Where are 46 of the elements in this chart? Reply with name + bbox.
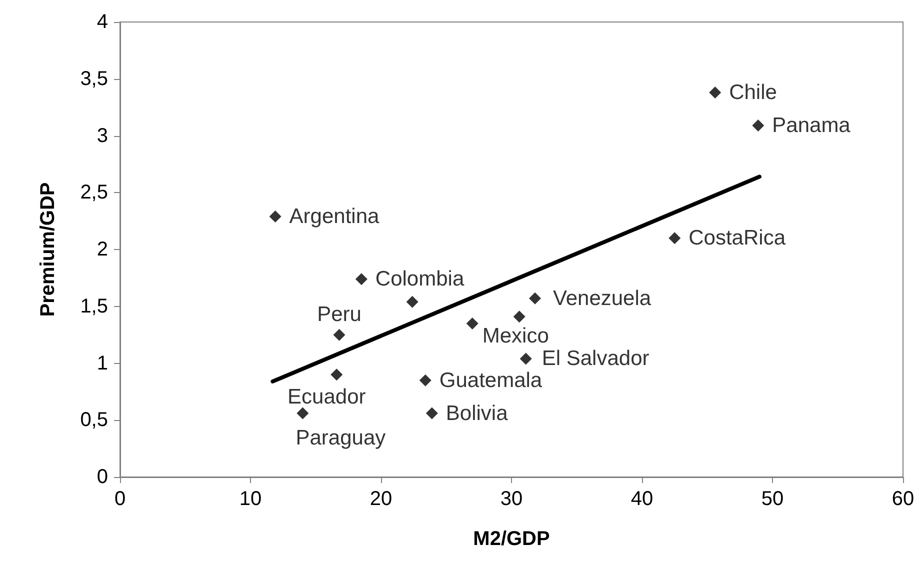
point (520, 352, 532, 365)
point (296, 407, 309, 420)
annotation: Bolivia (446, 402, 508, 425)
annotation: Colombia (375, 268, 464, 291)
point (269, 210, 282, 223)
point (513, 310, 526, 323)
annotation: CostaRica (688, 226, 786, 250)
point (709, 86, 722, 99)
annotation: El Salvador (542, 347, 650, 370)
x-tick-label: 0 (114, 488, 126, 510)
y-tick-label: 1,5 (80, 295, 108, 318)
annotation: Guatemala (439, 368, 542, 392)
x-tick-label: 30 (500, 488, 523, 510)
y-tick-label: 3 (96, 124, 108, 147)
x-tick-label: 40 (630, 488, 654, 510)
point (426, 407, 438, 420)
y-axis-title: Premium/GDP (37, 182, 59, 317)
annotation: Panama (772, 114, 851, 138)
annotation: Paraguay (296, 426, 386, 450)
annotation: Mexico (482, 324, 549, 348)
x-tick-label: 50 (761, 488, 784, 510)
y-tick-label: 2 (96, 238, 108, 260)
x-tick-label: 60 (892, 488, 914, 510)
annotation: Ecuador (288, 386, 366, 409)
annotation: Peru (317, 302, 362, 326)
annotation: Argentina (289, 205, 380, 228)
point (355, 273, 368, 286)
point (466, 317, 478, 330)
y-tick-label: 2,5 (80, 182, 108, 204)
point (330, 368, 343, 381)
y-tick-label: 1 (96, 352, 108, 374)
point (419, 374, 432, 386)
annotation: Venezuela (552, 286, 652, 310)
x-tick-label: 20 (370, 488, 392, 510)
y-tick-label: 0,5 (80, 409, 108, 432)
point (528, 292, 541, 304)
x-axis-title: M2/GDP (473, 528, 550, 550)
y-tick-label: 0 (96, 466, 108, 488)
point (752, 120, 764, 132)
annotation: Chile (729, 81, 777, 104)
point (333, 328, 346, 341)
point (668, 232, 681, 244)
point (406, 296, 418, 308)
y-tick-label: 4 (96, 11, 108, 33)
y-tick-label: 3,5 (80, 68, 108, 90)
x-tick-label: 10 (239, 488, 262, 510)
